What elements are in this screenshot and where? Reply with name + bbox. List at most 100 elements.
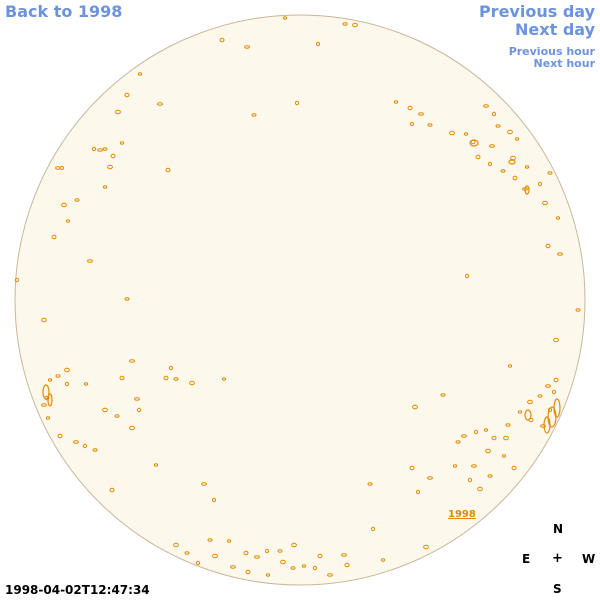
contour-feature	[477, 486, 483, 492]
contour-feature	[551, 389, 557, 395]
contour-feature	[61, 202, 67, 208]
contour-feature	[280, 559, 286, 565]
contour-feature	[341, 553, 347, 557]
contour-feature	[59, 165, 65, 171]
contour-feature	[92, 448, 98, 452]
contour-feature	[418, 112, 424, 116]
contour-feature	[483, 428, 489, 432]
previous-hour-link[interactable]: Previous hour	[508, 45, 595, 58]
contour-feature	[173, 377, 179, 381]
contour-feature	[461, 434, 467, 438]
contour-feature	[119, 375, 125, 381]
contour-feature	[45, 416, 51, 420]
contour-feature	[265, 573, 271, 577]
contour-feature	[254, 555, 260, 559]
contour-feature	[370, 526, 376, 532]
contour-feature	[344, 562, 350, 568]
next-hour-link[interactable]: Next hour	[533, 57, 596, 70]
contour-feature	[102, 147, 108, 151]
contour-feature	[57, 433, 63, 439]
contour-feature	[301, 564, 307, 568]
contour-feature	[367, 482, 373, 486]
contour-feature	[82, 443, 88, 449]
contour-feature	[212, 553, 218, 559]
contour-feature	[553, 377, 559, 383]
compass-north: N	[553, 522, 564, 536]
contour-feature	[251, 113, 257, 117]
contour-feature	[487, 161, 493, 167]
contour-feature	[317, 553, 323, 559]
contour-feature	[495, 124, 501, 128]
contour-loop	[524, 409, 532, 421]
contour-feature	[282, 16, 288, 20]
contour-feature	[83, 382, 89, 386]
contour-feature	[327, 573, 333, 577]
contour-feature	[537, 394, 543, 398]
contour-feature	[440, 393, 446, 397]
contour-feature	[409, 465, 415, 471]
contour-feature	[517, 410, 523, 414]
contour-feature	[511, 465, 517, 471]
contour-feature	[129, 359, 135, 363]
contour-feature	[245, 569, 251, 575]
contour-feature	[464, 273, 470, 279]
contour-feature	[463, 132, 469, 136]
contour-feature	[471, 464, 477, 468]
contour-feature	[557, 252, 563, 256]
contour-feature	[173, 542, 179, 548]
contour-feature	[553, 337, 559, 343]
contour-feature	[415, 489, 421, 495]
contour-feature	[47, 378, 53, 382]
contour-feature	[505, 423, 511, 427]
contour-feature	[102, 185, 108, 189]
next-day-link[interactable]: Next day	[515, 20, 595, 39]
back-to-year-link[interactable]: Back to 1998	[5, 2, 123, 21]
contour-feature	[226, 539, 232, 543]
contour-feature	[491, 111, 497, 117]
contour-feature	[136, 407, 142, 413]
solar-disk	[14, 14, 586, 586]
previous-day-link[interactable]: Previous day	[478, 2, 595, 21]
year-marker-link[interactable]: 1998	[448, 509, 476, 520]
contour-feature	[124, 297, 130, 301]
contour-loop	[42, 384, 50, 400]
compass-south: S	[553, 582, 562, 596]
contour-loop	[553, 398, 561, 418]
contour-feature	[73, 440, 79, 444]
contour-feature	[124, 92, 130, 98]
contour-feature	[65, 219, 71, 223]
contour-feature	[489, 144, 495, 148]
observation-timestamp: 1998-04-02T12:47:34	[5, 583, 150, 597]
contour-feature	[44, 395, 50, 401]
contour-feature	[41, 317, 47, 323]
contour-feature	[491, 435, 497, 441]
contour-feature	[87, 259, 93, 263]
contour-feature	[195, 560, 201, 566]
contour-feature	[291, 542, 297, 548]
contour-feature	[542, 200, 548, 206]
contour-feature	[449, 130, 455, 136]
contour-feature	[74, 198, 80, 202]
contour-feature	[455, 440, 461, 444]
contour-feature	[129, 425, 135, 431]
contour-feature	[393, 100, 399, 104]
contour-feature	[483, 104, 489, 108]
contour-feature	[412, 404, 418, 410]
contour-feature	[219, 37, 225, 43]
contour-feature	[545, 384, 551, 388]
contour-feature	[452, 464, 458, 468]
contour-feature	[503, 435, 509, 441]
contour-feature	[409, 121, 415, 127]
contour-feature	[315, 41, 321, 47]
contour-feature	[312, 565, 318, 571]
contour-feature	[500, 169, 506, 173]
compass-west: W	[582, 552, 596, 566]
active-region-contours	[14, 16, 581, 577]
contour-feature	[512, 175, 518, 181]
contour-feature	[485, 448, 491, 454]
contour-feature	[342, 22, 348, 26]
compass-east: E	[522, 552, 531, 566]
compass-center: +	[552, 551, 563, 566]
contour-feature	[97, 148, 103, 152]
